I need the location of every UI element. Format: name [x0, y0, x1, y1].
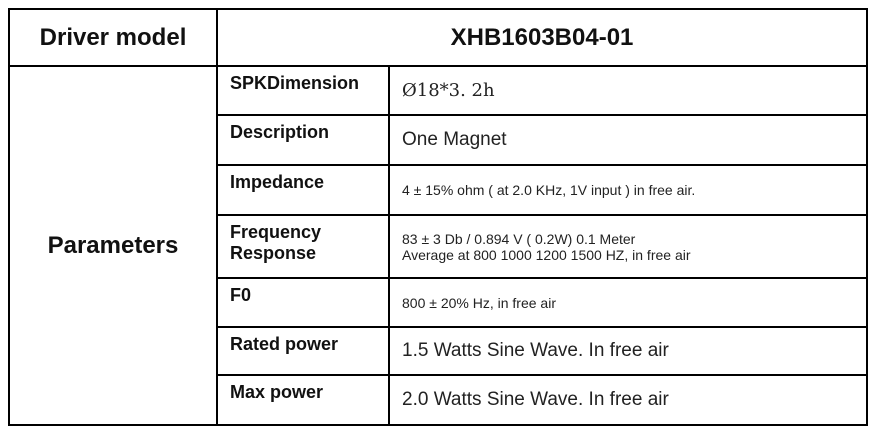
driver-model-value: XHB1603B04-01	[216, 8, 868, 67]
driver-model-label: Driver model	[8, 8, 218, 67]
row-value: 2.0 Watts Sine Wave. In free air	[388, 374, 868, 426]
row-label: Frequency Response	[216, 214, 390, 279]
row-value: 800 ± 20% Hz, in free air	[388, 277, 868, 328]
row-value: 83 ± 3 Db / 0.894 V ( 0.2W) 0.1 Meter Ave…	[388, 214, 868, 279]
row-value: 4 ± 15% ohm ( at 2.0 KHz, 1V input ) in …	[388, 164, 868, 216]
spec-table: Driver model XHB1603B04-01 Parameters SP…	[8, 8, 868, 426]
parameters-label: Parameters	[8, 65, 218, 426]
row-value-line2: Average at 800 1000 1200 1500 HZ, in fre…	[402, 246, 691, 263]
row-value: One Magnet	[388, 114, 868, 166]
row-value: 1.5 Watts Sine Wave. In free air	[388, 326, 868, 376]
row-label: SPKDimension	[216, 65, 390, 116]
row-label: Rated power	[216, 326, 390, 376]
row-label: Max power	[216, 374, 390, 426]
row-label: F0	[216, 277, 390, 328]
row-value-line1: 83 ± 3 Db / 0.894 V ( 0.2W) 0.1 Meter	[402, 230, 636, 247]
row-label: Impedance	[216, 164, 390, 216]
row-value: Ø18*3. 2h	[388, 65, 868, 116]
row-label: Description	[216, 114, 390, 166]
